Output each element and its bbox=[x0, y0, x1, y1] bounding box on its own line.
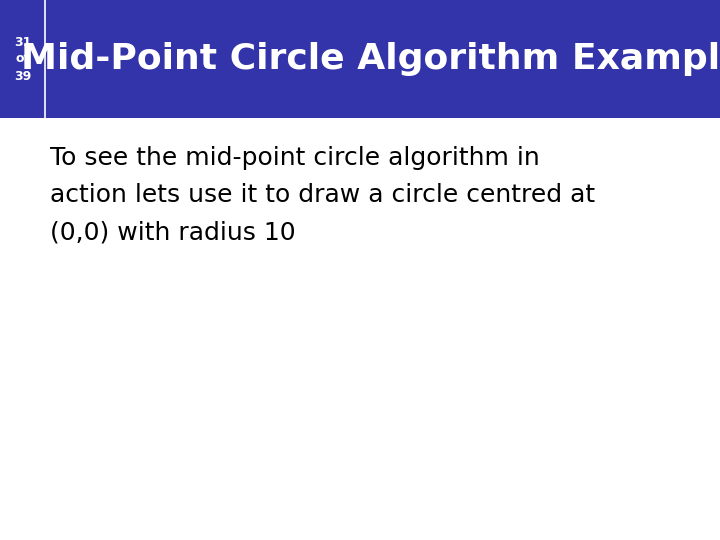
Bar bbox=[45, 0, 720, 118]
Bar bbox=[0, 0, 45, 118]
Text: 31
of
39: 31 of 39 bbox=[14, 36, 31, 83]
Text: To see the mid-point circle algorithm in
action lets use it to draw a circle cen: To see the mid-point circle algorithm in… bbox=[50, 146, 595, 245]
Text: Mid-Point Circle Algorithm Example: Mid-Point Circle Algorithm Example bbox=[21, 42, 720, 76]
